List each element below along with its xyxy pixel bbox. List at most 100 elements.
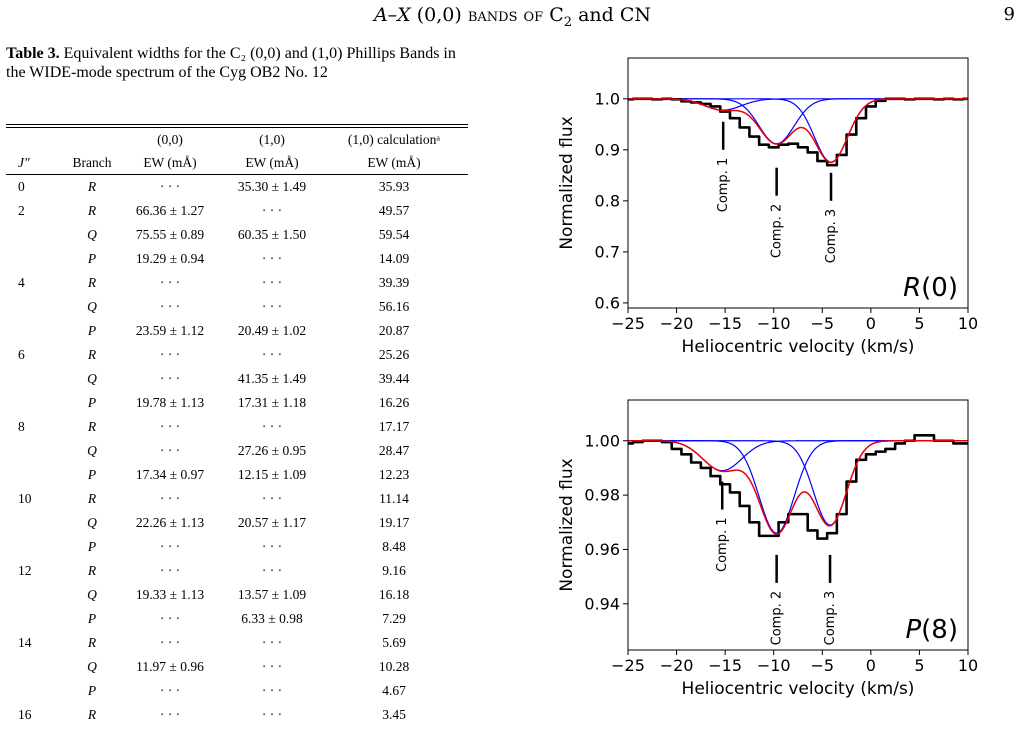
x-tick-label: 10: [958, 656, 978, 675]
x-axis-label: Heliocentric velocity (km/s): [682, 337, 915, 357]
row-ew-10: · · ·: [261, 539, 283, 554]
table-caption: Table 3. Equivalent widths for the C₂ (0…: [6, 44, 474, 82]
component-profile: [628, 98, 968, 145]
row-ew-calc: 16.18: [378, 587, 410, 602]
x-tick-label: −5: [810, 314, 834, 333]
row-branch: Q: [87, 299, 97, 314]
y-axis-label: Normalized flux: [557, 458, 577, 591]
table-top-rule: [6, 124, 468, 128]
row-j: [6, 295, 68, 319]
row-ew-calc: 39.44: [378, 371, 410, 386]
plot-frame: [627, 57, 969, 309]
row-j: [6, 511, 68, 535]
row-ew-calc: 5.69: [382, 635, 406, 650]
table-row: Q · · · 27.26 ± 0.95 28.47: [6, 439, 468, 463]
component-marker-label: Comp. 2: [770, 204, 785, 258]
plot-area: [628, 434, 968, 540]
x-tick-label: −20: [660, 314, 694, 333]
row-ew-10: · · ·: [261, 275, 283, 290]
component-marker-label: Comp. 1: [716, 158, 731, 212]
equivalent-width-table: (0,0) (1,0) (1,0) calculationᵃ J″ Branch…: [6, 128, 468, 727]
row-branch: R: [87, 179, 97, 194]
table-row: 4 R · · · · · · 39.39: [6, 271, 468, 295]
row-branch: Q: [87, 227, 97, 242]
x-tick-label: −25: [611, 656, 645, 675]
page-number: 9: [1003, 4, 1015, 25]
component-marker-label: Comp. 1: [715, 518, 730, 572]
row-ew-00: 66.36 ± 1.27: [135, 203, 205, 218]
running-head-transition: A–X: [373, 4, 411, 26]
row-ew-00: 11.97 ± 0.96: [136, 659, 204, 674]
running-head-smallcaps: bands of: [467, 4, 544, 26]
model-fit: [628, 440, 968, 535]
row-ew-00: · · ·: [159, 179, 181, 194]
row-ew-calc: 25.26: [378, 347, 410, 362]
plot-area: [628, 97, 968, 167]
row-ew-10: · · ·: [261, 491, 283, 506]
table-row: P 19.78 ± 1.13 17.31 ± 1.18 16.26: [6, 391, 468, 415]
row-ew-calc: 4.67: [382, 683, 406, 698]
row-ew-10: 60.35 ± 1.50: [237, 227, 307, 242]
row-ew-10: 27.26 ± 0.95: [237, 443, 307, 458]
row-j: [6, 439, 68, 463]
model-fit: [628, 98, 968, 164]
row-ew-10: · · ·: [261, 683, 283, 698]
table-row: P 17.34 ± 0.97 12.15 ± 1.09 12.23: [6, 463, 468, 487]
table-caption-label: Table 3.: [6, 45, 60, 62]
panel-label-branch: P: [905, 615, 921, 645]
table-row: 12 R · · · · · · 9.16: [6, 559, 468, 583]
row-j: 16: [18, 707, 32, 722]
x-tick-label: −15: [708, 656, 742, 675]
row-ew-00: · · ·: [159, 275, 181, 290]
row-ew-calc: 28.47: [378, 443, 410, 458]
row-branch: R: [87, 203, 97, 218]
running-head-c: C: [543, 4, 564, 26]
row-ew-00: · · ·: [159, 707, 181, 722]
row-ew-calc: 39.39: [378, 275, 410, 290]
y-tick-label: 0.94: [584, 594, 620, 613]
group-header: (1,0) calculationᵃ: [347, 131, 441, 147]
x-tick-label: 0: [866, 656, 876, 675]
table-row: 6 R · · · · · · 25.26: [6, 343, 468, 367]
y-tick-label: 0.96: [584, 540, 620, 559]
row-ew-calc: 12.23: [378, 467, 410, 482]
row-branch: R: [87, 275, 97, 290]
row-ew-calc: 35.93: [378, 179, 410, 194]
row-ew-00: · · ·: [159, 347, 181, 362]
y-axis-label: Normalized flux: [557, 116, 577, 249]
component-profile: [628, 98, 968, 163]
row-ew-10: · · ·: [261, 635, 283, 650]
row-ew-calc: 3.45: [382, 707, 406, 722]
row-j: 4: [18, 275, 25, 290]
row-ew-00: 19.78 ± 1.13: [135, 395, 205, 410]
row-branch: P: [87, 251, 97, 266]
group-header: [6, 128, 68, 151]
row-ew-00: · · ·: [159, 491, 181, 506]
row-ew-10: 12.15 ± 1.09: [237, 467, 307, 482]
row-branch: P: [87, 611, 97, 626]
r0-plot: −25 −20 −15 −10 −5 0 5 10 0.6 0.7 0.8 0.9 1.0 Helioce…: [557, 57, 978, 357]
group-header: (0,0): [157, 131, 183, 147]
x-tick-label: 5: [914, 656, 924, 675]
table-row: P 19.29 ± 0.94 · · · 14.09: [6, 247, 468, 271]
table-row: Q 75.55 ± 0.89 60.35 ± 1.50 59.54: [6, 223, 468, 247]
row-ew-10: · · ·: [261, 299, 283, 314]
row-ew-00: · · ·: [159, 371, 181, 386]
component-marker-label: Comp. 3: [823, 591, 838, 645]
row-branch: P: [87, 467, 97, 482]
row-j: [6, 319, 68, 343]
table-row: Q · · · 41.35 ± 1.49 39.44: [6, 367, 468, 391]
running-head-rest: and CN: [572, 4, 652, 26]
row-ew-00: · · ·: [159, 683, 181, 698]
row-branch: P: [87, 323, 97, 338]
row-ew-00: 19.29 ± 0.94: [135, 251, 205, 266]
table-container: (0,0) (1,0) (1,0) calculationᵃ J″ Branch…: [6, 124, 468, 727]
running-head-sub: 2: [563, 14, 573, 30]
row-j: [6, 463, 68, 487]
y-tick-label: 0.7: [595, 242, 620, 261]
row-ew-calc: 14.09: [378, 251, 410, 266]
row-ew-00: 19.33 ± 1.13: [135, 587, 205, 602]
row-j: 0: [18, 179, 25, 194]
table-caption-text: Equivalent widths for the C₂ (0,0) and (…: [6, 45, 456, 81]
table-row: 14 R · · · · · · 5.69: [6, 631, 468, 655]
